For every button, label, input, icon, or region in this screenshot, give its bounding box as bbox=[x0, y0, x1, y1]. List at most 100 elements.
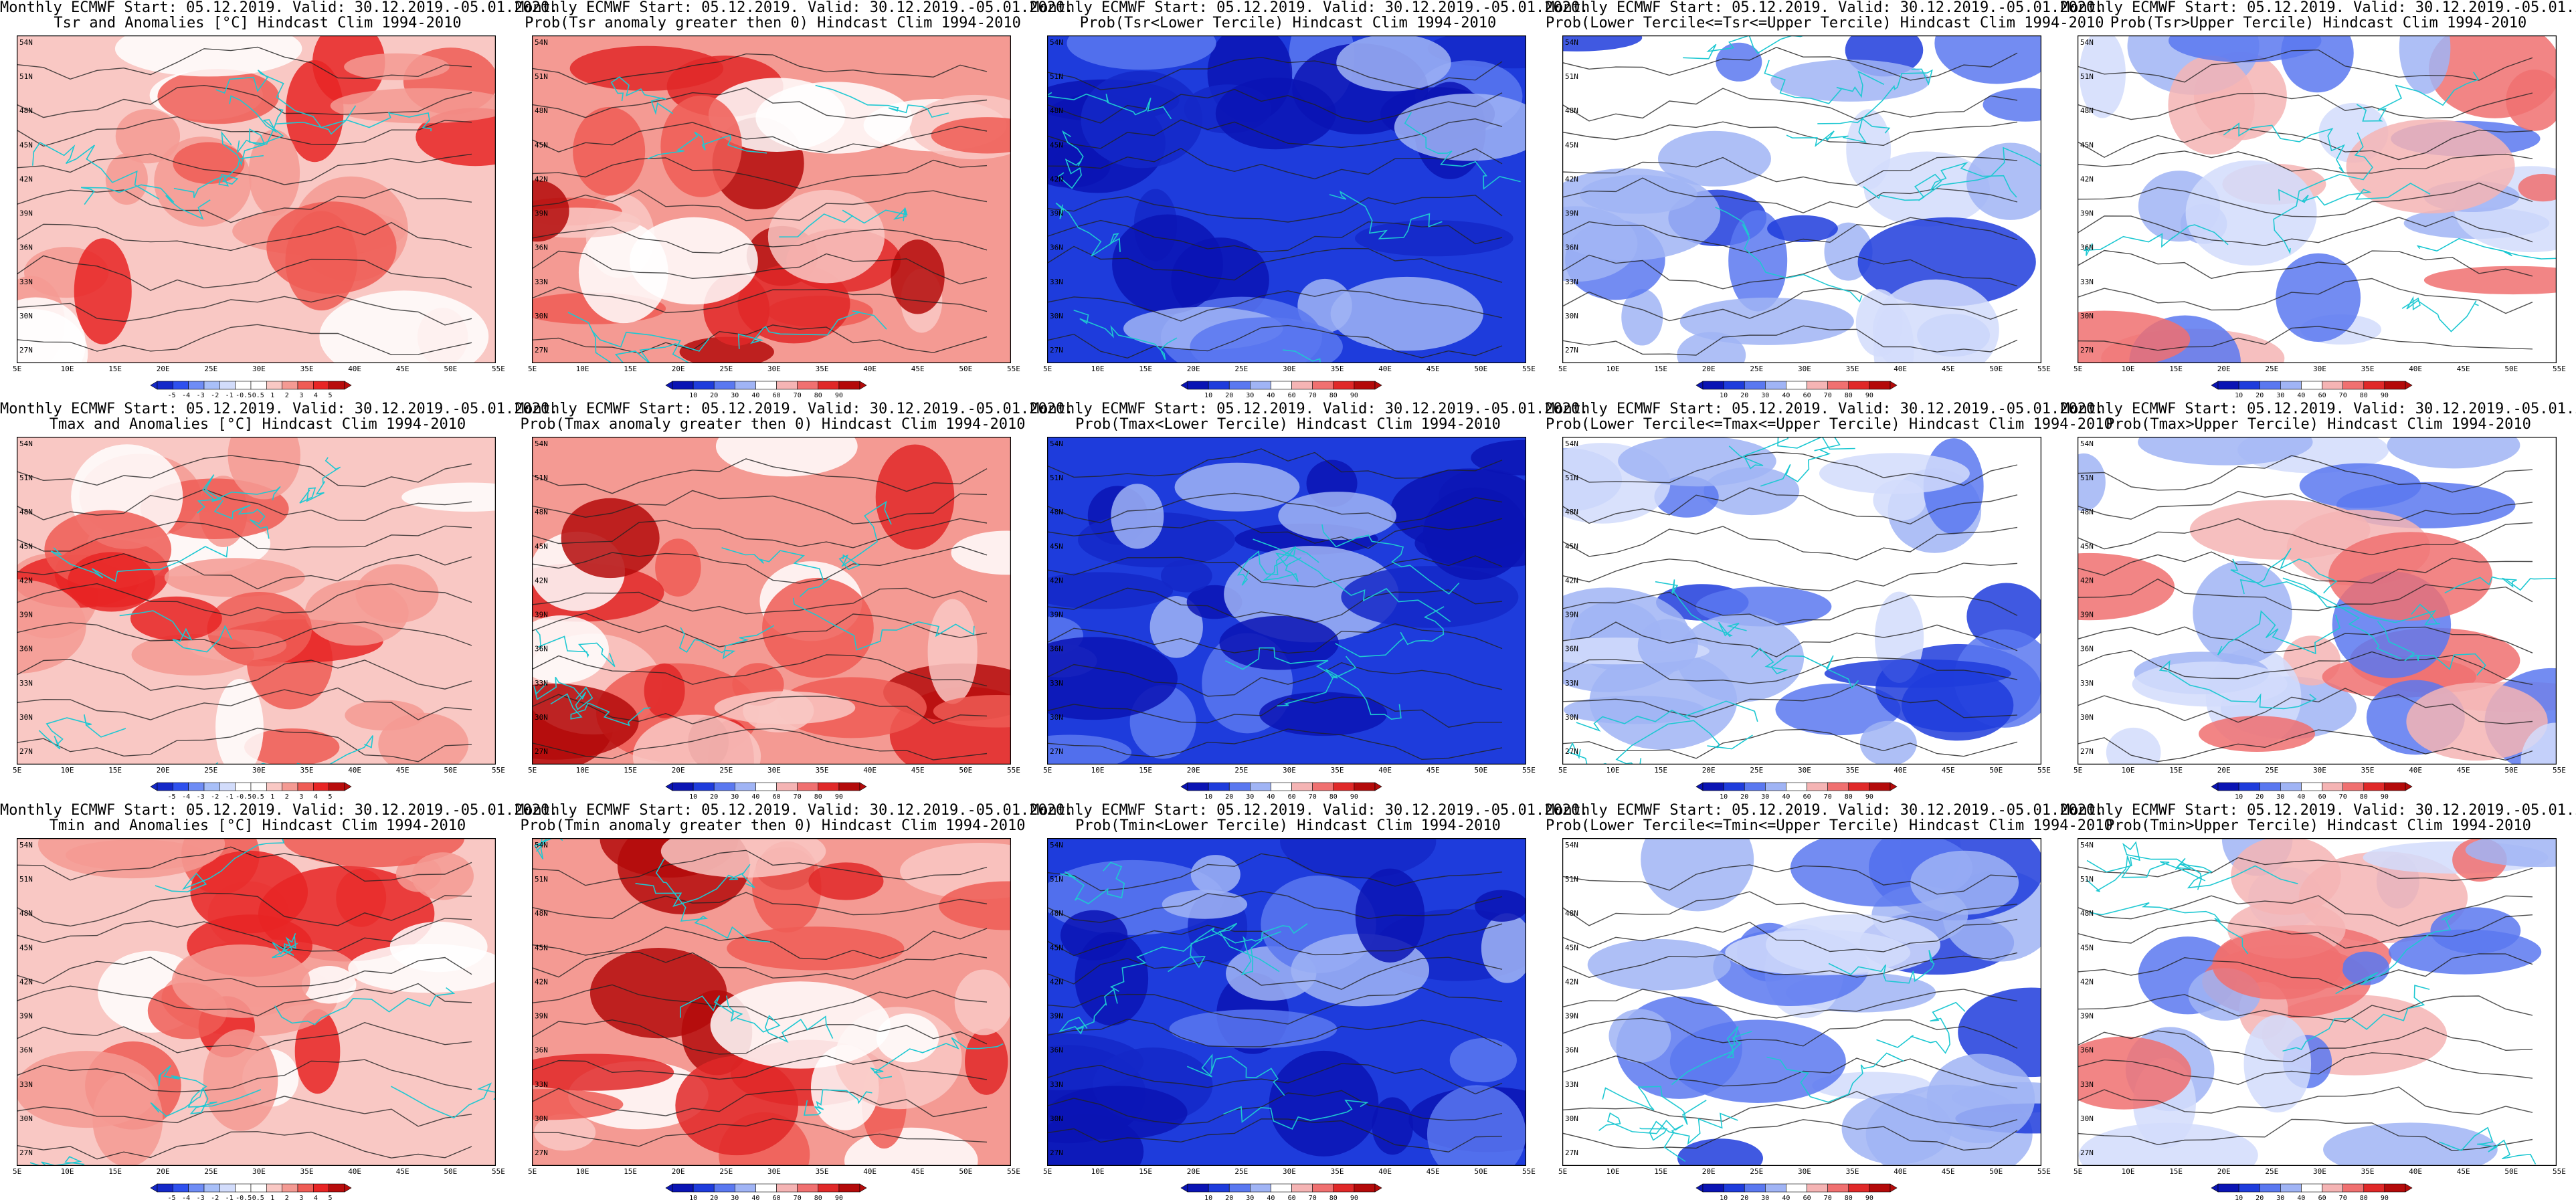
shaded-region bbox=[203, 1029, 278, 1131]
map-svg: 54N 51N 48N 45N 42N 39N 36N 33N 30N 27N bbox=[532, 35, 1011, 363]
isotherm-contour bbox=[1047, 56, 1503, 90]
coastline-border bbox=[1655, 579, 1747, 637]
shaded-region bbox=[1637, 619, 1698, 672]
longitude-label: 50E bbox=[2504, 1167, 2518, 1176]
map-frame bbox=[532, 35, 1011, 363]
colorbar-tick-label: 30 bbox=[1761, 392, 1769, 399]
colorbar-tick-label: 5 bbox=[328, 793, 332, 801]
coastline-border bbox=[567, 312, 710, 363]
coastline-border bbox=[2335, 912, 2456, 995]
latitude-label: 27N bbox=[19, 346, 33, 355]
coastline-border bbox=[592, 330, 691, 363]
longitude-label: 25E bbox=[2265, 365, 2279, 373]
latitude-label: 39N bbox=[2080, 209, 2094, 218]
latitude-label: 33N bbox=[1050, 278, 1063, 286]
colorbar-tick-label: 70 bbox=[794, 1195, 802, 1202]
coastline-border bbox=[534, 838, 563, 860]
longitude-label: 20E bbox=[2217, 365, 2231, 373]
latitude-label: 42N bbox=[535, 977, 548, 986]
isotherm-contour bbox=[532, 1118, 988, 1147]
colorbar-tick-label: 10 bbox=[689, 392, 697, 399]
colorbar-swatch bbox=[1333, 381, 1355, 390]
colorbar-tick-label: 90 bbox=[835, 1195, 843, 1202]
longitude-label: 30E bbox=[1283, 1167, 1296, 1176]
colorbar-tick-label: 60 bbox=[1803, 1195, 1811, 1202]
latitude-label: 54N bbox=[19, 38, 33, 47]
colorbar-tick-label: 30 bbox=[731, 1195, 739, 1202]
colorbar-swatch bbox=[235, 381, 252, 390]
isotherm-contour bbox=[532, 250, 988, 285]
shaded-region bbox=[632, 714, 761, 765]
colorbar-upper-arrow bbox=[2405, 1183, 2413, 1193]
forecast-map: 54N 51N 48N 45N 42N 39N 36N 33N 30N 27N bbox=[17, 838, 496, 1166]
colorbar-swatch bbox=[1333, 1183, 1355, 1193]
shaded-region bbox=[130, 596, 222, 641]
isotherm-contour bbox=[2078, 49, 2533, 83]
coastline-border bbox=[1751, 647, 1859, 690]
longitude-label: 5E bbox=[13, 365, 22, 373]
isotherm-contour bbox=[1047, 555, 1503, 588]
shaded-region bbox=[207, 591, 312, 667]
coastline-border bbox=[647, 131, 767, 160]
colorbar-tick-label: 20 bbox=[2256, 1195, 2264, 1202]
shaded-region bbox=[532, 684, 639, 760]
coastline-border bbox=[197, 474, 281, 514]
shaded-region bbox=[1562, 35, 1643, 52]
shaded-region bbox=[1983, 88, 2041, 122]
map-svg: 54N 51N 48N 45N 42N 39N 36N 33N 30N 27N bbox=[17, 838, 496, 1166]
colorbar-tick-label: 70 bbox=[1309, 793, 1317, 801]
coastline-border bbox=[213, 500, 270, 539]
colorbar: 10 20 30 40 60 70 80 90 bbox=[2211, 1183, 2413, 1202]
shaded-region bbox=[1269, 1050, 1379, 1157]
colorbar-tick-label: 30 bbox=[1761, 1195, 1769, 1202]
latitude-label: 48N bbox=[1050, 106, 1063, 115]
latitude-label: 45N bbox=[19, 542, 33, 550]
latitude-label: 48N bbox=[535, 508, 548, 516]
latitude-label: 42N bbox=[1565, 576, 1578, 585]
colorbar-tick-label: -4 bbox=[182, 1195, 190, 1202]
panel-title-line2: Prob(Tsr anomaly greater then 0) Hindcas… bbox=[525, 15, 1021, 31]
longitude-label: 40E bbox=[2409, 1167, 2423, 1176]
colorbar-swatch bbox=[672, 1183, 694, 1193]
longitude-label: 20E bbox=[1701, 766, 1716, 775]
colorbar-swatch bbox=[2238, 381, 2260, 390]
coastline-border bbox=[229, 95, 284, 153]
isotherm-contour bbox=[1047, 728, 1503, 761]
longitude-label: 45E bbox=[1941, 1167, 1955, 1176]
colorbar-tick-label: 10 bbox=[1720, 1195, 1728, 1202]
isotherm-contour bbox=[2078, 249, 2533, 279]
colorbar-swatch bbox=[329, 1183, 345, 1193]
colorbar-tick-label: 60 bbox=[773, 1195, 781, 1202]
panel-title-line2: Prob(Tmin>Upper Tercile) Hindcast Clim 1… bbox=[2106, 817, 2531, 834]
shaded-region bbox=[114, 35, 302, 77]
colorbar-tick-label: 40 bbox=[751, 1195, 759, 1202]
longitude-label: 40E bbox=[1378, 766, 1392, 775]
colorbar-tick-label: 60 bbox=[1288, 392, 1296, 399]
isotherm-contour bbox=[1562, 325, 2018, 356]
map-svg: 54N 51N 48N 45N 42N 39N 36N 33N 30N 27N bbox=[532, 437, 1011, 765]
colorbar-swatch bbox=[1807, 381, 1828, 390]
longitude-label: 25E bbox=[719, 766, 733, 775]
isotherm-contour bbox=[17, 255, 472, 291]
colorbar-upper-arrow bbox=[859, 381, 867, 390]
isotherm-contour bbox=[2078, 729, 2533, 763]
colorbar-tick-label: 20 bbox=[1740, 793, 1748, 801]
shaded-region bbox=[2106, 727, 2161, 765]
colorbar-upper-arrow bbox=[1890, 381, 1898, 390]
colorbar-swatch bbox=[1827, 782, 1849, 791]
latitude-label: 36N bbox=[19, 243, 33, 252]
isotherm-contour bbox=[2078, 994, 2533, 1023]
shaded-region bbox=[2169, 35, 2322, 63]
longitude-label: 25E bbox=[719, 1167, 733, 1176]
shaded-region bbox=[1278, 492, 1397, 540]
map-svg: 54N 51N 48N 45N 42N 39N 36N 33N 30N 27N bbox=[2078, 35, 2557, 363]
shaded-region bbox=[2078, 1036, 2191, 1110]
colorbar-tick-label: 30 bbox=[731, 392, 739, 399]
isotherm-contour bbox=[532, 1019, 988, 1055]
shaded-region bbox=[348, 944, 496, 993]
colorbar-tick-label: 80 bbox=[814, 1195, 822, 1202]
longitude-label: 5E bbox=[2074, 365, 2083, 373]
longitude-label: 25E bbox=[1750, 766, 1764, 775]
colorbar-swatch bbox=[2217, 782, 2239, 791]
isotherm-contour bbox=[1562, 864, 2018, 895]
